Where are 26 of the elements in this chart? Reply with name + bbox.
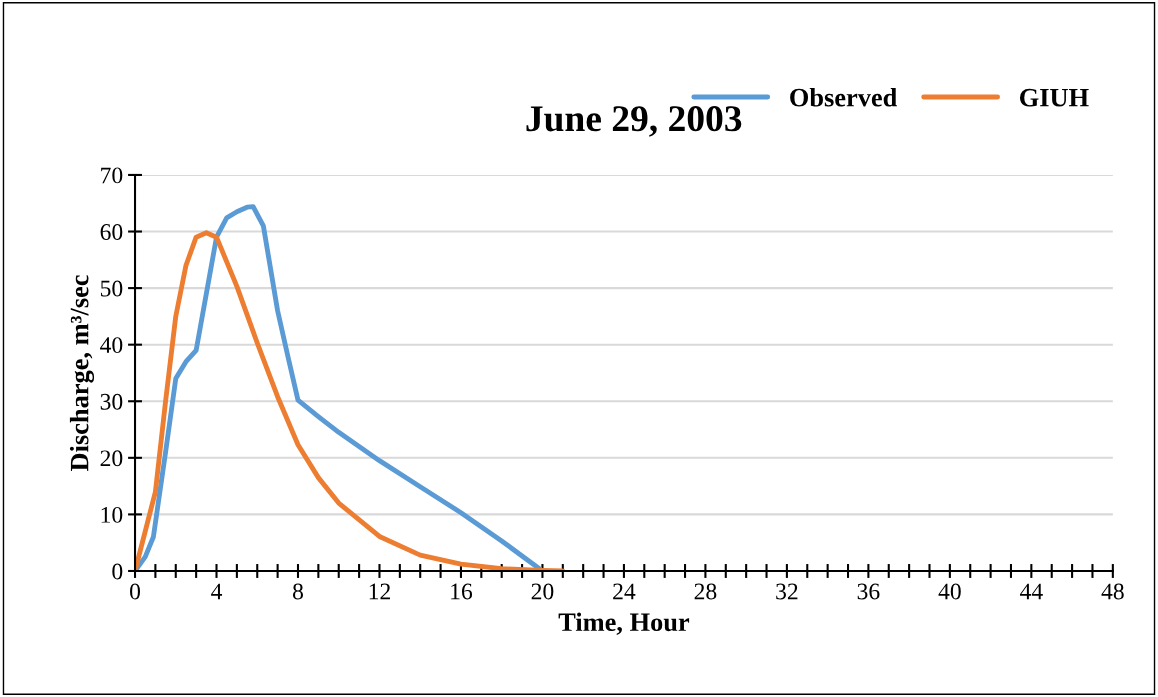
y-tick-label: 40 [100, 337, 123, 354]
y-axis-title: Discharge, m³/sec [69, 275, 95, 471]
x-tick-label: 8 [292, 583, 303, 600]
legend-label: Observed [790, 87, 898, 107]
x-tick-label: 20 [531, 583, 554, 600]
y-tick-label: 60 [100, 224, 123, 240]
y-tick-label: 20 [100, 450, 123, 467]
x-tick-label: 32 [776, 583, 798, 600]
x-axis-title: Time, Hour [558, 612, 690, 635]
chart-title: June 29, 2003 [526, 106, 742, 137]
x-tick-label: 4 [211, 583, 223, 600]
x-tick-label: 40 [938, 583, 961, 600]
y-tick-label: 10 [101, 506, 123, 523]
x-tick-label: 16 [451, 583, 473, 600]
y-tick-label: 0 [112, 563, 123, 580]
x-tick-label: 0 [130, 583, 141, 600]
y-tick-label: 70 [101, 167, 123, 184]
x-tick-label: 36 [857, 583, 880, 600]
x-tick-label: 48 [1101, 583, 1124, 600]
y-tick-label: 50 [100, 280, 123, 297]
legend-label: GIUH [1020, 88, 1089, 107]
x-tick-label: 12 [369, 583, 390, 600]
x-tick-label: 44 [1020, 583, 1043, 600]
y-tick-label: 30 [100, 393, 123, 410]
x-tick-label: 24 [613, 583, 636, 600]
x-tick-label: 28 [694, 583, 717, 600]
